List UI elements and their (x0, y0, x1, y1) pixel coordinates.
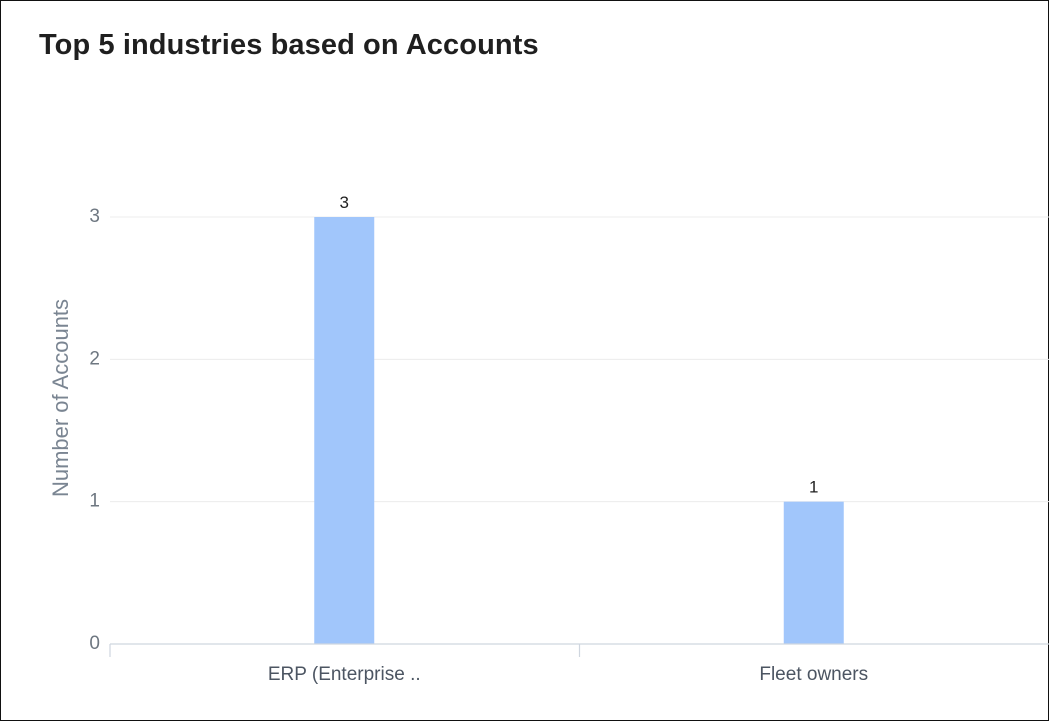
y-tick-label: 3 (89, 206, 100, 227)
x-category-label: Fleet owners (759, 664, 868, 685)
y-axis-title: Number of Accounts (48, 299, 73, 497)
y-tick-label: 1 (89, 491, 100, 512)
x-category-label: ERP (Enterprise .. (268, 664, 421, 685)
grid-lines (110, 216, 1049, 503)
y-tick-label: 0 (89, 633, 100, 654)
labels: 0 1 2 3 3 ERP (Enterprise .. 1 Fleet owners (89, 193, 868, 685)
chart-title: Top 5 industries based on Accounts (39, 29, 539, 61)
bars (314, 217, 844, 644)
bar (314, 217, 375, 644)
data-label: 1 (809, 478, 818, 497)
data-label: 3 (340, 193, 349, 212)
bar (783, 501, 844, 644)
axes (109, 643, 1049, 657)
y-tick-label: 2 (89, 348, 100, 369)
